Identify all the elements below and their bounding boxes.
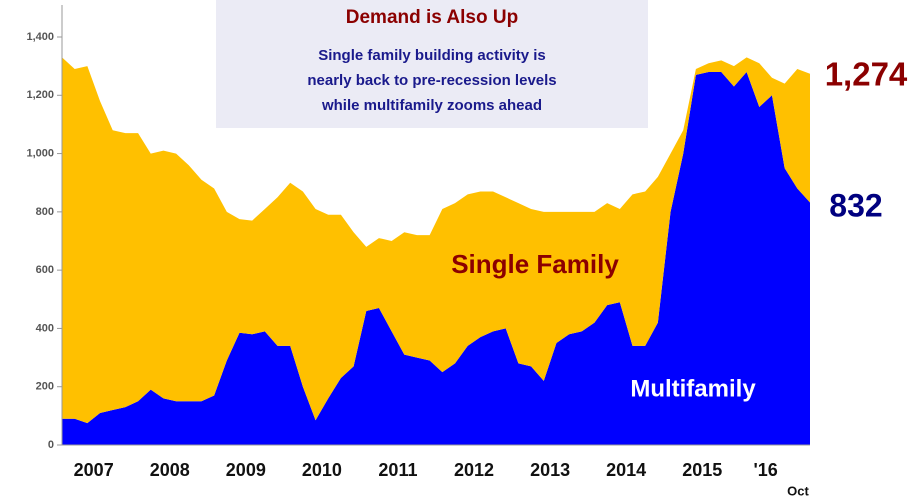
series-label: Multifamily (630, 375, 756, 402)
y-tick-label: 1,200 (26, 89, 54, 101)
end-label: 832 (829, 187, 882, 223)
plot-area: 0 200 400 600 800 1,000 1,200 1,400 2007 2008 2009… (26, 5, 810, 480)
subtitle: nearly back to pre-recession levels (307, 72, 556, 89)
x-tick-label: 2011 (378, 460, 417, 480)
title-box (216, 0, 648, 128)
x-tick-label: '16 (753, 460, 777, 480)
y-tick-label: 400 (36, 322, 54, 334)
subtitle: while multifamily zooms ahead (321, 97, 542, 114)
x-tick-label: 2007 (74, 460, 114, 480)
y-tick-label: 200 (36, 381, 54, 393)
area (62, 57, 810, 424)
y-tick-label: 0 (48, 439, 54, 451)
end-label: 1,274 (825, 56, 908, 93)
chart-title: Demand is Also Up (346, 7, 518, 28)
x-note: Oct (787, 483, 809, 498)
subtitle: Single family building activity is (318, 47, 546, 64)
x-tick-label: 2013 (530, 460, 570, 480)
x-tick-label: 2014 (606, 460, 646, 480)
y-tick-label: 600 (36, 264, 54, 276)
x-tick-label: 2012 (454, 460, 494, 480)
x-tick-label: 2008 (150, 460, 190, 480)
x-tick-label: 2015 (682, 460, 722, 480)
y-tick-label: 1,000 (26, 147, 54, 159)
series-label: Single Family (451, 249, 619, 279)
y-tick-label: 1,400 (26, 31, 54, 43)
area (62, 71, 810, 445)
y-tick-label: 800 (36, 206, 54, 218)
x-tick-label: 2009 (226, 460, 266, 480)
x-tick-label: 2010 (302, 460, 342, 480)
